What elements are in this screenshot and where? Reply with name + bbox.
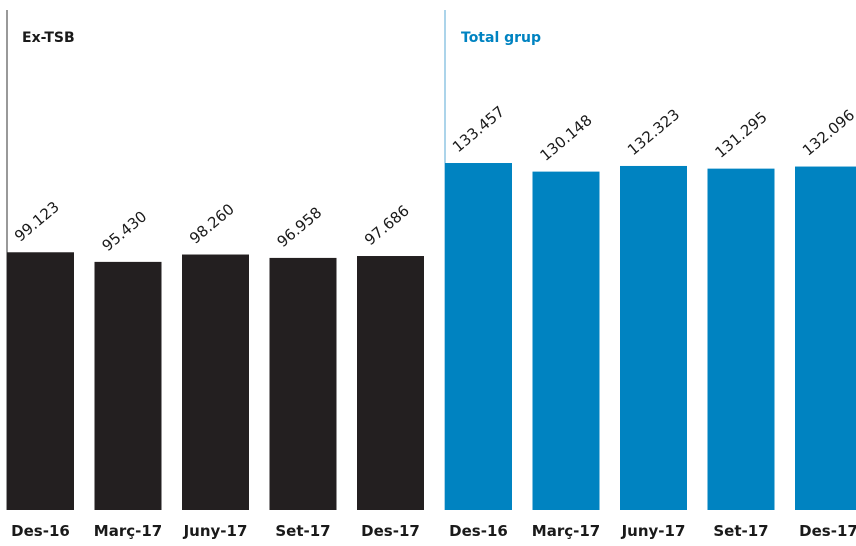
data-label: 132.096 — [799, 106, 856, 160]
bar — [94, 261, 162, 510]
chart-panel-0: Ex-TSB 99.123 Des-16 95.430 Març-17 98.260 Jun… — [6, 10, 424, 540]
bar — [532, 171, 600, 510]
bar — [707, 168, 775, 510]
data-label: 98.260 — [186, 200, 238, 248]
category-label: Juny-17 — [183, 522, 248, 540]
category-label: Set-17 — [275, 522, 330, 540]
data-label: 99.123 — [11, 198, 63, 246]
chart-title: Ex-TSB — [22, 30, 75, 46]
category-label: Març-17 — [532, 522, 600, 540]
data-label: 97.686 — [361, 202, 413, 250]
bar — [269, 257, 337, 510]
data-label: 95.430 — [99, 207, 151, 255]
category-label: Set-17 — [713, 522, 768, 540]
category-label: Des-16 — [11, 522, 70, 540]
data-label: 130.148 — [537, 111, 596, 165]
category-label: Des-16 — [449, 522, 508, 540]
category-label: Des-17 — [361, 522, 420, 540]
bar — [182, 254, 249, 510]
data-label: 96.958 — [274, 203, 326, 251]
bar — [620, 165, 687, 510]
bar — [795, 166, 856, 510]
bar — [445, 163, 512, 511]
category-label: Des-17 — [799, 522, 856, 540]
chart-title: Total grup — [461, 30, 541, 46]
data-label: 133.457 — [449, 102, 508, 156]
bar — [7, 252, 74, 510]
chart-panel-1: Total grup 133.457 Des-16 130.148 Març-17 132… — [444, 10, 856, 540]
data-label: 132.323 — [624, 105, 683, 159]
category-label: Març-17 — [94, 522, 162, 540]
data-label: 131.295 — [712, 108, 771, 162]
bar — [357, 256, 424, 510]
category-label: Juny-17 — [621, 522, 686, 540]
